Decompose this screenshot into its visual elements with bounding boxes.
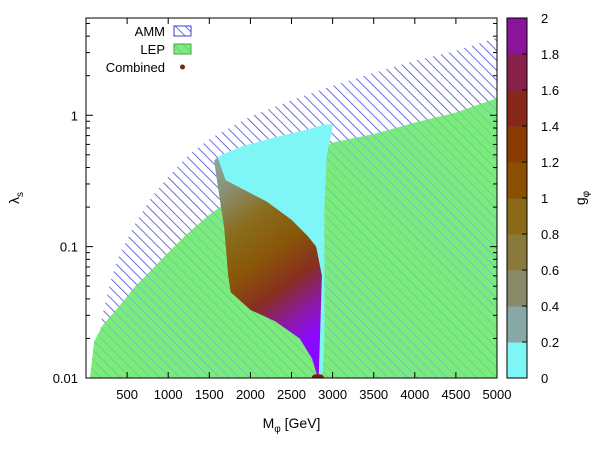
x-tick-label: 4000	[400, 387, 429, 402]
colorbar-segment	[507, 18, 527, 55]
colorbar-tick-label: 2	[541, 11, 548, 26]
y-tick-label: 0.1	[60, 240, 78, 255]
colorbar-tick-label: 0	[541, 371, 548, 386]
colorbar-tick-label: 0.2	[541, 335, 559, 350]
colorbar-label: gφ	[572, 190, 592, 205]
legend-swatch-combined	[180, 64, 185, 70]
colorbar-segment	[507, 234, 527, 271]
x-tick-label: 3500	[359, 387, 388, 402]
y-tick-label: 0.01	[53, 371, 78, 386]
colorbar-tick-label: 1	[541, 191, 548, 206]
x-tick-label: 2500	[277, 387, 306, 402]
x-tick-label: 3000	[318, 387, 347, 402]
colorbar-tick-label: 1.4	[541, 119, 559, 134]
x-tick-label: 5000	[483, 387, 512, 402]
legend-label-lep: LEP	[140, 42, 165, 57]
y-axis-label: λs	[6, 192, 26, 204]
colorbar-segment	[507, 198, 527, 235]
colorbar-segment	[507, 306, 527, 343]
colorbar-segment	[507, 162, 527, 199]
colorbar-tick-label: 1.8	[541, 47, 559, 62]
legend-swatch-amm	[173, 25, 192, 37]
legend-swatch-lep	[173, 43, 192, 55]
combined-region-shaded	[214, 157, 322, 378]
colorbar-segment	[507, 342, 527, 379]
x-tick-label: 1000	[154, 387, 183, 402]
x-tick-label: 4500	[441, 387, 470, 402]
x-tick-label: 2000	[236, 387, 265, 402]
legend-label-amm: AMM	[135, 24, 165, 39]
colorbar-tick-label: 1.6	[541, 83, 559, 98]
legend-label-combined: Combined	[106, 60, 165, 75]
colorbar-tick-label: 1.2	[541, 155, 559, 170]
combined-tip-marker	[311, 374, 324, 378]
x-tick-label: 500	[116, 387, 138, 402]
x-tick-label: 1500	[195, 387, 224, 402]
y-tick-label: 1	[71, 108, 78, 123]
colorbar-tick-label: 0.6	[541, 263, 559, 278]
colorbar-segment	[507, 90, 527, 127]
colorbar-segment	[507, 270, 527, 307]
colorbar-tick-label: 0.8	[541, 227, 559, 242]
colorbar-segment	[507, 126, 527, 163]
x-axis-label: Mφ [GeV]	[263, 415, 321, 435]
colorbar-segment	[507, 54, 527, 91]
colorbar-tick-label: 0.4	[541, 299, 559, 314]
